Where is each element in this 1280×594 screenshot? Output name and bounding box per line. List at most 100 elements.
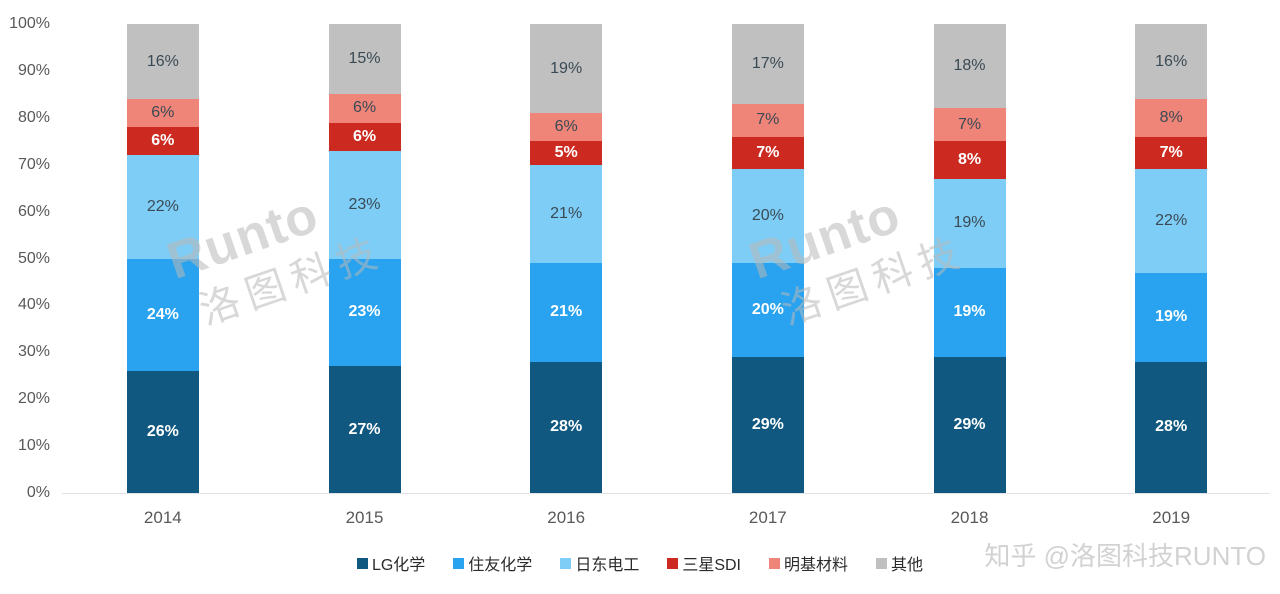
bar-segment[interactable]: 22%: [1135, 169, 1208, 273]
x-axis-tick: 2018: [950, 508, 989, 527]
y-axis-tick: 20%: [17, 390, 50, 408]
bar-segment-label: 19%: [953, 214, 986, 232]
y-axis-tick: 80%: [17, 108, 50, 126]
bar-segment-label: 22%: [146, 197, 179, 215]
bar-segment[interactable]: 19%: [1135, 272, 1208, 362]
bar-group[interactable]: 26% 24% 22% 6% 6% 16%: [126, 24, 199, 493]
bar-segment-label: 16%: [1155, 52, 1188, 70]
bar-segment-label: 6%: [352, 127, 377, 145]
legend-swatch-icon: [453, 557, 465, 569]
bar-segment-label: 7%: [756, 143, 780, 161]
bar-segment-label: 23%: [348, 195, 381, 213]
bar-segment-label: 26%: [146, 423, 179, 441]
x-axis-tick: 2015: [345, 508, 384, 527]
bar-segment[interactable]: 29%: [731, 357, 804, 493]
y-axis-tick: 100%: [9, 15, 50, 32]
bar-segment[interactable]: 28%: [1135, 361, 1208, 493]
legend-item[interactable]: 日东电工: [560, 551, 639, 575]
bar-segment[interactable]: 20%: [731, 169, 804, 264]
bar-segment[interactable]: 23%: [328, 150, 401, 259]
bar-segment-label: 15%: [348, 50, 381, 68]
bar-segment[interactable]: 5%: [530, 141, 603, 165]
bar-segment-label: 22%: [1155, 211, 1188, 229]
legend-item[interactable]: 三星SDI: [667, 551, 741, 575]
x-axis-line: [62, 493, 1270, 494]
legend-item[interactable]: LG化学: [356, 551, 425, 575]
bar-segment-label: 24%: [146, 305, 179, 323]
y-axis-tick: 40%: [17, 296, 50, 314]
bar-segment[interactable]: 16%: [126, 24, 199, 100]
legend-label: 日东电工: [575, 557, 640, 574]
y-axis-tick: 50%: [17, 249, 50, 267]
bar-segment[interactable]: 6%: [126, 99, 199, 128]
bar-segment[interactable]: 7%: [731, 103, 804, 137]
bar-segment-label: 21%: [550, 303, 583, 321]
bar-segment-label: 21%: [550, 204, 583, 222]
bar-segment[interactable]: 20%: [731, 263, 804, 357]
bar-group[interactable]: 29% 19% 19% 8% 7% 18%: [933, 24, 1006, 493]
y-axis: 0% 10% 20% 30% 40% 50% 60% 70% 80% 90% 100%: [0, 15, 58, 501]
y-axis-tick: 70%: [17, 155, 50, 173]
bar-segment[interactable]: 22%: [126, 155, 199, 259]
bar-segment-label: 29%: [953, 416, 986, 433]
bar-segment[interactable]: 17%: [731, 24, 804, 104]
bar-segment[interactable]: 26%: [126, 371, 199, 493]
bar-segment-label: 7%: [1159, 143, 1183, 161]
bar-segment[interactable]: 29%: [933, 357, 1006, 493]
bar-segment[interactable]: 6%: [328, 122, 401, 151]
bar-segment[interactable]: 19%: [933, 178, 1006, 268]
bar-segment[interactable]: 19%: [530, 24, 603, 114]
legend-item[interactable]: 住友化学: [453, 551, 532, 575]
bar-segment-label: 16%: [146, 52, 179, 70]
legend-swatch-icon: [876, 557, 888, 569]
bar-segment[interactable]: 7%: [933, 108, 1006, 142]
bar-segment-label: 6%: [151, 132, 175, 150]
bar-segment[interactable]: 21%: [530, 263, 603, 362]
bar-segment[interactable]: 6%: [530, 113, 603, 142]
legend-label: 住友化学: [468, 557, 533, 574]
bar-segment-label: 28%: [550, 418, 583, 436]
legend-swatch-icon: [769, 557, 781, 569]
bar-segment-label: 19%: [953, 303, 986, 321]
bar-segment[interactable]: 23%: [328, 258, 401, 367]
bar-segment[interactable]: 27%: [328, 366, 401, 493]
bar-segment-label: 6%: [352, 99, 377, 117]
x-axis-tick: 2014: [143, 508, 182, 527]
bar-segment-label: 7%: [957, 115, 982, 133]
bar-group[interactable]: 28% 19% 22% 7% 8% 16%: [1135, 24, 1208, 493]
legend-label: 明基材料: [784, 557, 849, 574]
legend-item[interactable]: 明基材料: [769, 551, 848, 575]
bar-segment-label: 17%: [751, 54, 784, 72]
x-axis-tick: 2016: [547, 508, 586, 527]
bar-segment-label: 20%: [751, 301, 784, 319]
bar-segment[interactable]: 7%: [731, 136, 804, 170]
bar-group[interactable]: 27% 23% 23% 6% 6% 15%: [328, 24, 401, 493]
bar-segment[interactable]: 6%: [328, 94, 401, 123]
y-axis-tick: 10%: [17, 437, 50, 455]
bar-segment[interactable]: 21%: [530, 164, 603, 264]
bar-segment-label: 7%: [756, 111, 780, 129]
bar-group[interactable]: 28% 21% 21% 5% 6% 19%: [530, 24, 603, 493]
bar-segment[interactable]: 8%: [933, 141, 1006, 179]
legend: LG化学 住友化学 日东电工 三星SDI 明基材料 其他: [0, 551, 1280, 575]
bar-segment[interactable]: 7%: [1135, 136, 1208, 170]
bar-segment-label: 20%: [751, 207, 784, 225]
bar-segment[interactable]: 24%: [126, 258, 199, 372]
bar-group[interactable]: 29% 20% 20% 7% 7% 17%: [731, 24, 804, 493]
bar-segment-label: 8%: [957, 151, 982, 169]
bar-segment[interactable]: 16%: [1135, 24, 1208, 100]
bar-segment-label: 28%: [1155, 418, 1188, 436]
bar-segment[interactable]: 6%: [126, 127, 199, 156]
bar-segment[interactable]: 8%: [1135, 99, 1208, 137]
bar-segment-label: 19%: [1155, 308, 1188, 326]
bar-segment[interactable]: 28%: [530, 361, 603, 493]
bar-segment[interactable]: 15%: [328, 24, 401, 95]
bar-segment-label: 8%: [1159, 108, 1183, 126]
x-axis-tick: 2019: [1152, 508, 1191, 527]
bar-segment-label: 6%: [554, 118, 578, 136]
legend-item[interactable]: 其他: [876, 551, 923, 575]
bar-segment[interactable]: 19%: [933, 267, 1006, 357]
bar-segment[interactable]: 18%: [933, 24, 1006, 109]
x-axis-tick: 2017: [748, 508, 787, 527]
